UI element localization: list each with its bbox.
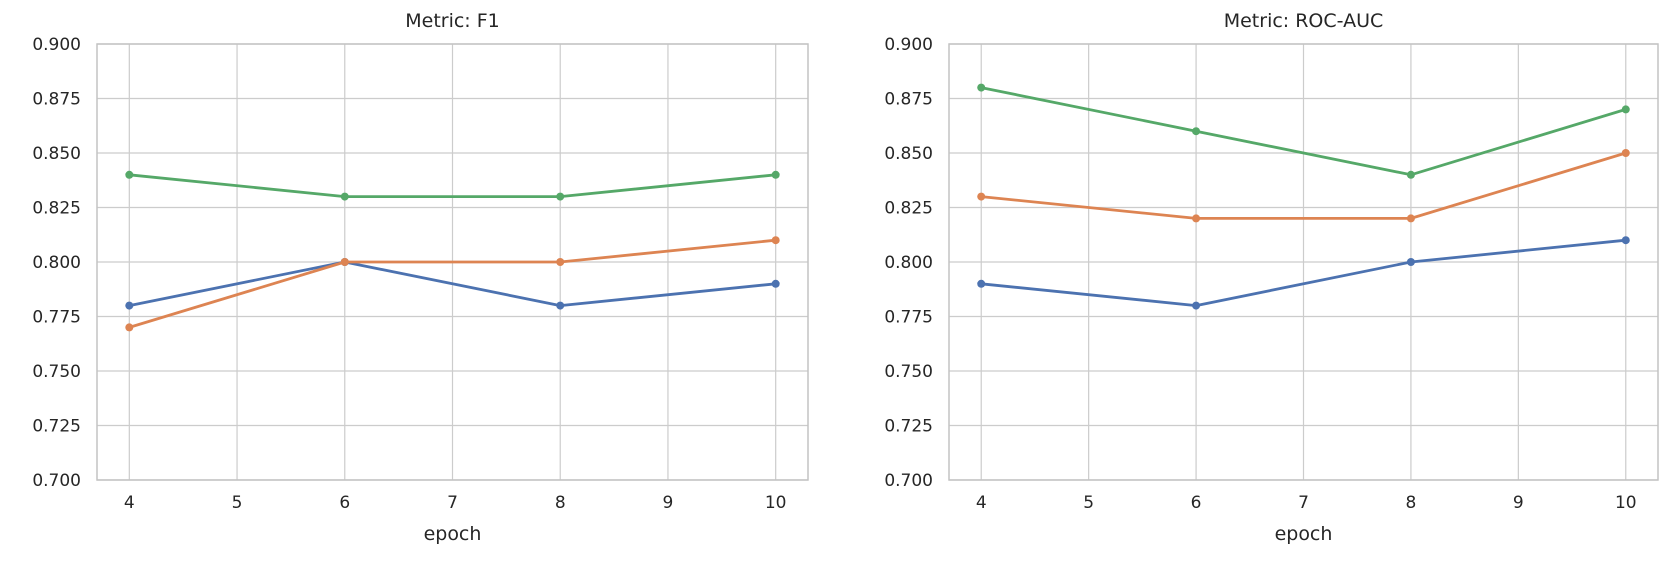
- series-marker-green: [340, 192, 349, 201]
- plot-border: [96, 43, 809, 481]
- y-tick-label: 0.875: [884, 90, 933, 110]
- x-tick-label: 9: [1513, 493, 1524, 513]
- x-tick-label: 4: [976, 493, 987, 513]
- series-marker-green: [556, 192, 565, 201]
- x-axis-label: epoch: [423, 523, 482, 545]
- series-marker-orange: [1621, 149, 1630, 157]
- series-marker-orange: [771, 236, 780, 245]
- x-tick-label: 7: [447, 493, 458, 513]
- y-tick-label: 0.900: [884, 35, 933, 55]
- plot-area-roc-auc: 0.700 0.725 0.750 0.775 0.800 0.825 0.850 0.875…: [884, 35, 1659, 513]
- y-tick-label: 0.900: [32, 35, 81, 55]
- series-marker-orange: [1406, 214, 1415, 223]
- chart-title: Metric: ROC-AUC: [1223, 10, 1384, 32]
- series-marker-blue: [977, 279, 986, 288]
- series-marker-blue: [1406, 258, 1415, 266]
- x-tick-label: 5: [232, 493, 243, 513]
- series-marker-blue: [125, 301, 134, 310]
- x-tick-label: 9: [663, 493, 674, 513]
- series-marker-green: [1621, 105, 1630, 114]
- x-tick-label: 10: [1615, 493, 1637, 513]
- series-line-green: [127, 173, 778, 199]
- y-tick-label: 0.700: [884, 471, 933, 491]
- series-marker-green: [1192, 127, 1201, 136]
- series-line-blue: [979, 238, 1628, 308]
- chart-roc-auc: Metric: ROC-AUC 0.700 0.725 0.750 0.775 0.80…: [837, 0, 1673, 565]
- series-line-orange: [127, 238, 778, 329]
- series-marker-green: [771, 170, 780, 179]
- y-tick-label: 0.750: [32, 362, 81, 382]
- series-marker-blue: [1192, 301, 1201, 310]
- series-marker-orange: [340, 258, 349, 266]
- series-line-orange: [979, 151, 1628, 220]
- y-tick-label: 0.725: [884, 417, 933, 437]
- chart-f1: Metric: F1 0.700 0.725 0.750 0.775 0.800 0.82…: [0, 0, 836, 565]
- series-marker-orange: [1192, 214, 1201, 223]
- x-tick-label: 10: [765, 493, 787, 513]
- series-marker-orange: [556, 258, 565, 266]
- y-tick-label: 0.800: [32, 253, 81, 273]
- series-marker-orange: [977, 192, 986, 201]
- x-tick-label: 8: [1406, 493, 1417, 513]
- x-tick-label: 4: [124, 493, 135, 513]
- x-tick-label: 7: [1298, 493, 1309, 513]
- x-tick-label: 6: [1191, 493, 1202, 513]
- x-tick-label: 5: [1083, 493, 1094, 513]
- series-marker-orange: [125, 323, 134, 332]
- series-marker-blue: [771, 279, 780, 288]
- y-tick-label: 0.825: [32, 199, 81, 219]
- plot-border: [948, 43, 1659, 481]
- y-tick-label: 0.775: [32, 308, 81, 328]
- series-marker-green: [125, 170, 134, 179]
- y-tick-label: 0.700: [32, 471, 81, 491]
- y-tick-label: 0.800: [884, 253, 933, 273]
- series-line-blue: [127, 260, 778, 308]
- x-axis-label: epoch: [1274, 523, 1333, 545]
- series-marker-green: [1406, 170, 1415, 179]
- x-tick-label: 6: [339, 493, 350, 513]
- x-tick-label: 8: [555, 493, 566, 513]
- series-marker-blue: [556, 301, 565, 310]
- plot-area-f1: 0.700 0.725 0.750 0.775 0.800 0.825 0.850 0.875…: [32, 35, 809, 513]
- series-marker-green: [977, 83, 986, 92]
- y-tick-label: 0.850: [32, 144, 81, 164]
- y-tick-label: 0.750: [884, 362, 933, 382]
- y-tick-label: 0.725: [32, 417, 81, 437]
- y-tick-label: 0.775: [884, 308, 933, 328]
- chart-title: Metric: F1: [405, 10, 500, 32]
- y-tick-label: 0.825: [884, 199, 933, 219]
- series-line-green: [979, 86, 1628, 177]
- y-tick-label: 0.850: [884, 144, 933, 164]
- y-tick-label: 0.875: [32, 90, 81, 110]
- series-marker-blue: [1621, 236, 1630, 245]
